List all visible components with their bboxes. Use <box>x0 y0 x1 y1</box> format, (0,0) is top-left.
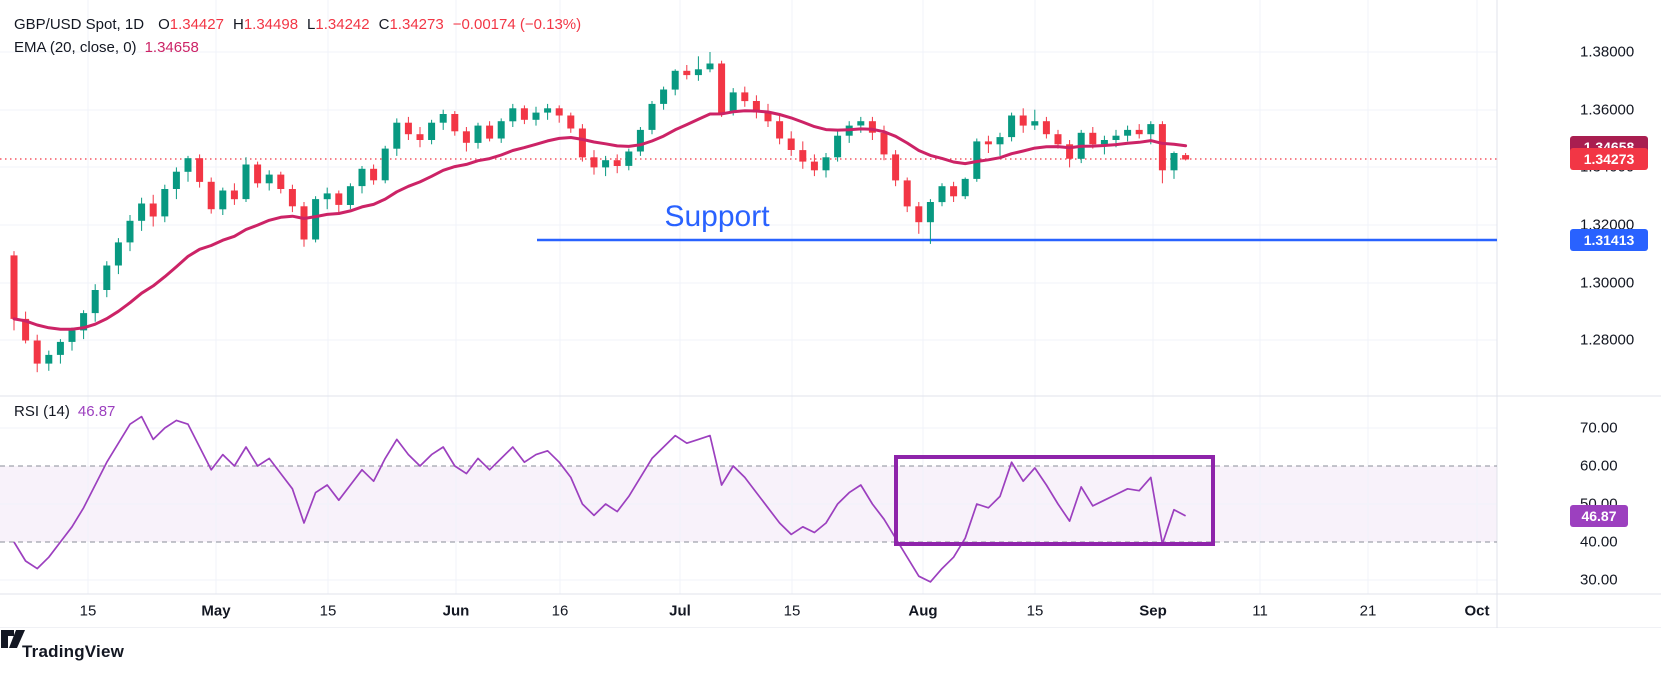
ema-line <box>12 109 1188 331</box>
symbol-title: GBP/USD Spot, 1D <box>14 16 145 33</box>
tradingview-watermark[interactable]: TradingView <box>22 642 125 661</box>
rsi-label: RSI (14) <box>14 403 70 420</box>
rsi-line <box>13 415 1187 583</box>
axis-price-label: 1.36000 <box>1580 101 1635 119</box>
axis-price-label: 30.00 <box>1580 571 1618 589</box>
ohlc-piece: H1.34498 <box>232 16 299 33</box>
rsi-legend-row[interactable]: RSI (14) 46.87 <box>14 403 115 420</box>
ohlc-piece: O1.34427 <box>158 16 224 33</box>
axis-price-label: 1.38000 <box>1580 43 1635 61</box>
axis-price-label: 40.00 <box>1580 533 1618 551</box>
axis-time-label: Aug <box>908 602 938 620</box>
rsi-value: 46.87 <box>77 403 116 420</box>
axis-time-label: Jul <box>669 602 691 620</box>
axis-time-label: 16 <box>551 602 569 620</box>
axis-time-label: 15 <box>1026 602 1044 620</box>
axis-time-label: 11 <box>1252 602 1268 620</box>
axis-time-label: 15 <box>319 602 337 620</box>
axis-time-label: May <box>201 602 231 620</box>
axis-price-badge: 1.31413 <box>1570 229 1648 251</box>
axis-time-label: 15 <box>79 602 97 620</box>
ema-legend-row[interactable]: EMA (20, close, 0) 1.34658 <box>14 37 581 59</box>
symbol-legend[interactable]: GBP/USD Spot, 1D O1.34427 H1.34498 L1.34242… <box>14 14 581 59</box>
axis-price-label: 60.00 <box>1580 457 1618 475</box>
axis-price-label: 1.30000 <box>1580 274 1635 292</box>
candles[interactable] <box>10 52 1190 373</box>
tradingview-logo-icon[interactable] <box>0 628 26 650</box>
change-value: −0.00174 (−0.13%) <box>452 16 582 33</box>
axis-price-label: 70.00 <box>1580 419 1618 437</box>
ema-value: 1.34658 <box>144 39 199 56</box>
ohlc-piece: L1.34242 <box>307 16 370 33</box>
ema-label: EMA (20, close, 0) <box>14 39 137 56</box>
axis-price-badge: 46.87 <box>1570 505 1628 527</box>
axis-time-label: 21 <box>1359 602 1377 620</box>
ohlc-piece: C1.34273 <box>378 16 444 33</box>
axis-time-label: Jun <box>442 602 470 620</box>
axis-time-label: 15 <box>783 602 801 620</box>
ohlc-values: O1.34427 H1.34498 L1.34242 C1.34273 <box>158 16 453 33</box>
ohlc-row: GBP/USD Spot, 1D O1.34427 H1.34498 L1.34242… <box>14 14 581 36</box>
axis-time-label: Sep <box>1139 602 1167 620</box>
axis-price-label: 1.28000 <box>1580 331 1635 349</box>
axis-time-label: Oct <box>1464 602 1490 620</box>
bottom-toolbar: TradingView <box>0 628 1661 676</box>
axis-price-badge: 1.34273 <box>1570 148 1648 170</box>
support-annotation-text[interactable]: Support <box>664 200 770 233</box>
rsi-highlight-box[interactable] <box>894 455 1215 546</box>
